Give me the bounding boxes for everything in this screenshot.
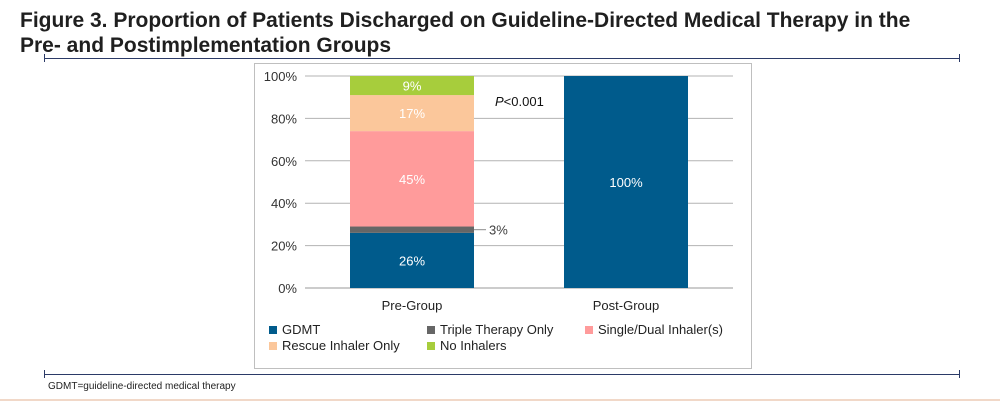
data-label: 9% bbox=[403, 79, 422, 94]
footnote: GDMT=guideline-directed medical therapy bbox=[48, 381, 236, 392]
legend-label: Rescue Inhaler Only bbox=[282, 338, 400, 353]
data-label: 100% bbox=[609, 175, 643, 190]
data-label: 17% bbox=[399, 106, 425, 121]
legend-swatch bbox=[427, 326, 435, 334]
page-edge bbox=[0, 399, 1000, 401]
legend-swatch bbox=[269, 326, 277, 334]
y-tick-label: 80% bbox=[271, 111, 297, 126]
bottom-divider bbox=[44, 374, 960, 375]
x-category-label: Post-Group bbox=[593, 298, 659, 313]
p-value-annotation: P<0.001 bbox=[495, 94, 544, 109]
bar-segment bbox=[350, 95, 474, 132]
legend-swatch bbox=[427, 342, 435, 350]
bottom-divider-left-cap bbox=[44, 370, 45, 378]
legend-swatch bbox=[269, 342, 277, 350]
y-tick-label: 100% bbox=[264, 69, 298, 84]
legend-label: GDMT bbox=[282, 322, 320, 337]
y-tick-label: 0% bbox=[278, 281, 297, 296]
stacked-bar-chart: 0% 20% 40% 60% 80% 100% 26% 3% 45% 17% 9% Pre-Group… bbox=[264, 69, 733, 353]
data-label: 3% bbox=[489, 223, 508, 238]
x-category-label: Pre-Group bbox=[382, 298, 443, 313]
bar-segment bbox=[564, 76, 688, 288]
chart-frame: 0% 20% 40% 60% 80% 100% 26% 3% 45% 17% 9% Pre-Group… bbox=[254, 63, 752, 369]
data-label: 45% bbox=[399, 172, 425, 187]
top-divider-left-cap bbox=[44, 54, 45, 62]
y-tick-label: 40% bbox=[271, 196, 297, 211]
data-label: 26% bbox=[399, 253, 425, 268]
bottom-divider-right-cap bbox=[959, 370, 960, 378]
figure-title: Figure 3. Proportion of Patients Dischar… bbox=[20, 9, 911, 57]
bar-segment bbox=[350, 232, 474, 288]
legend-label: Single/Dual Inhaler(s) bbox=[598, 322, 723, 337]
legend-label: Triple Therapy Only bbox=[440, 322, 554, 337]
bar-segment bbox=[350, 76, 474, 96]
top-divider-right-cap bbox=[959, 54, 960, 62]
top-divider bbox=[44, 58, 960, 59]
legend-label: No Inhalers bbox=[440, 338, 507, 353]
legend-swatch bbox=[585, 326, 593, 334]
y-tick-label: 60% bbox=[271, 154, 297, 169]
bar-segment bbox=[350, 131, 474, 227]
y-tick-label: 20% bbox=[271, 239, 297, 254]
bar-segment bbox=[350, 226, 474, 233]
